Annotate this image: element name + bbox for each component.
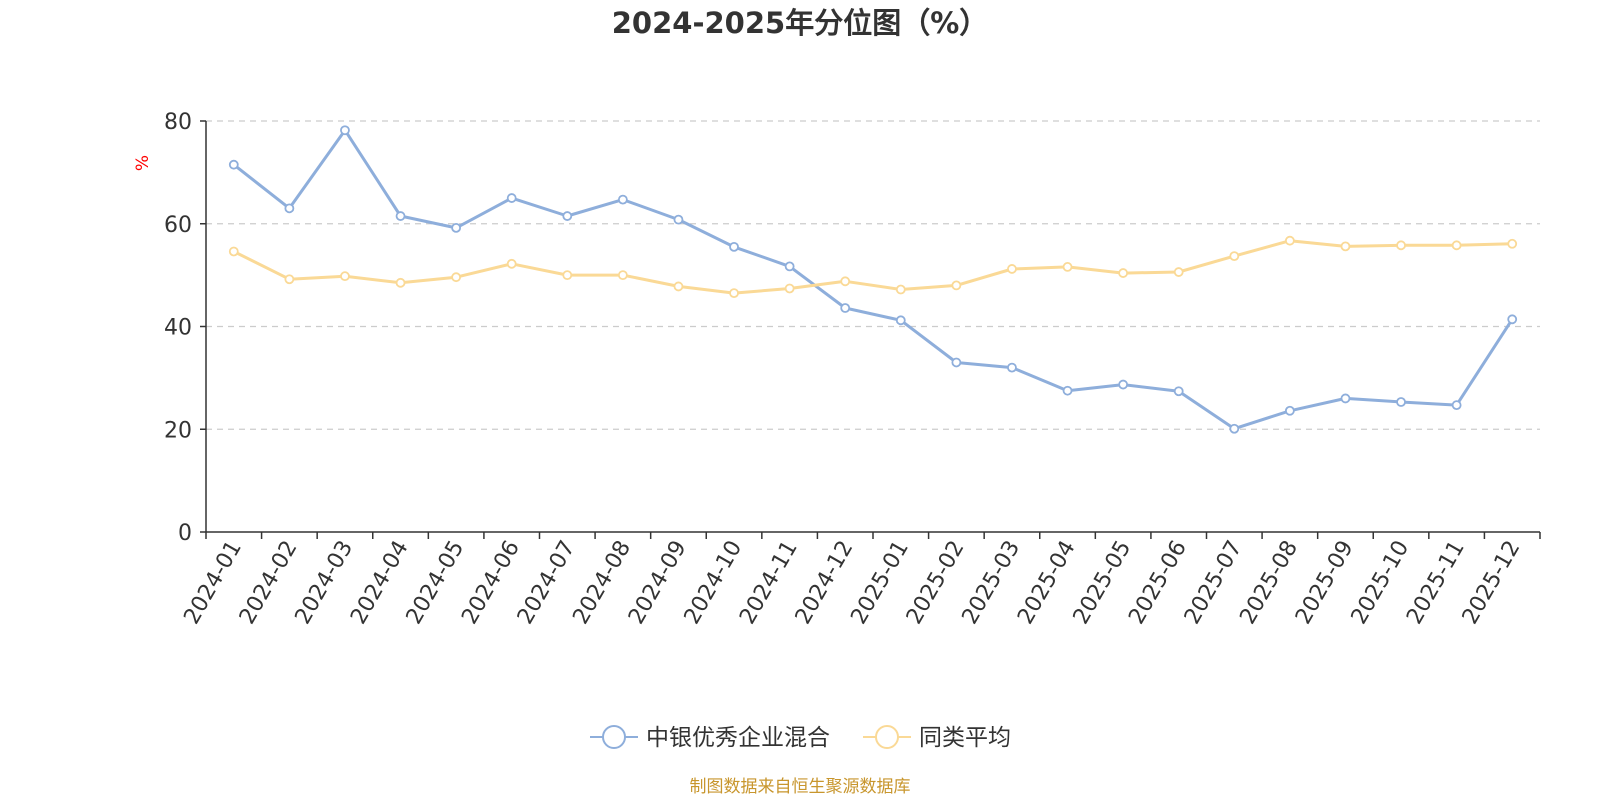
series-2-point bbox=[951, 280, 962, 291]
grid-lines bbox=[206, 120, 1540, 430]
y-tick-label: 80 bbox=[164, 110, 192, 135]
y-tick-labels: 0 20 40 60 80 bbox=[164, 110, 192, 546]
series-2-point bbox=[451, 272, 462, 283]
series-2-point bbox=[395, 277, 406, 288]
series-1-point bbox=[1118, 379, 1129, 390]
y-axis-unit-label: % bbox=[133, 155, 153, 171]
series-1-point bbox=[1173, 386, 1184, 397]
series-2-point bbox=[284, 274, 295, 285]
series-2-point bbox=[1451, 240, 1462, 251]
series-2-point bbox=[617, 270, 628, 281]
series-1-point bbox=[784, 261, 795, 272]
series-lines bbox=[228, 125, 1518, 434]
legend-item-2[interactable]: 同类平均 bbox=[863, 725, 1011, 751]
series-1-point bbox=[340, 125, 350, 136]
legend[interactable]: 中银优秀企业混合 同类平均 bbox=[590, 725, 1011, 751]
y-tick-label: 20 bbox=[164, 418, 192, 443]
legend-item-1[interactable]: 中银优秀企业混合 bbox=[590, 725, 830, 751]
series-1-point bbox=[562, 211, 573, 221]
series-2-point bbox=[1396, 240, 1406, 251]
series-1-point bbox=[673, 214, 684, 225]
source-note: 制图数据来自恒生聚源数据库 bbox=[690, 777, 911, 797]
legend-label: 中银优秀企业混合 bbox=[646, 725, 830, 751]
series-1-point bbox=[1451, 400, 1462, 411]
series-2-point bbox=[840, 276, 851, 287]
series-2-point bbox=[1062, 262, 1073, 272]
series-1-point bbox=[395, 211, 406, 221]
series-1-point bbox=[1396, 397, 1406, 407]
legend-label: 同类平均 bbox=[919, 725, 1011, 751]
series-2-point bbox=[1173, 267, 1184, 277]
series-1-point bbox=[1062, 385, 1073, 396]
series-1-point bbox=[1507, 314, 1518, 325]
x-tick-labels: 2024-012024-022024-032024-042024-052024-… bbox=[179, 537, 1525, 629]
y-tick-label: 60 bbox=[164, 213, 192, 238]
series-1-point bbox=[951, 357, 962, 368]
series-2-point bbox=[506, 258, 517, 269]
series-1-point bbox=[451, 222, 462, 233]
series-1-point bbox=[506, 193, 517, 203]
series-2-point bbox=[1340, 241, 1351, 252]
series-line-2 bbox=[232, 239, 1514, 295]
axes bbox=[200, 120, 1541, 539]
series-1-point bbox=[895, 315, 906, 326]
series-1-point bbox=[1229, 423, 1240, 434]
series-1-point bbox=[284, 203, 295, 214]
series-1-point bbox=[1007, 362, 1017, 373]
y-tick-label: 0 bbox=[178, 521, 192, 546]
series-2-point bbox=[895, 284, 906, 295]
series-1-point bbox=[228, 159, 239, 170]
series-2-point bbox=[1507, 238, 1518, 249]
series-2-point bbox=[1229, 251, 1240, 262]
series-1-point bbox=[729, 241, 739, 252]
legend-marker bbox=[875, 725, 899, 749]
series-2-point bbox=[1118, 268, 1129, 278]
series-2-point bbox=[228, 246, 239, 257]
series-2-point bbox=[340, 271, 350, 282]
series-2-point bbox=[562, 270, 573, 281]
chart-title: 2024-2025年分位图（%） bbox=[612, 6, 989, 40]
series-2-point bbox=[1007, 264, 1017, 274]
legend-marker bbox=[602, 725, 626, 749]
series-2-point bbox=[1284, 235, 1295, 246]
series-2-point bbox=[784, 283, 795, 294]
series-1-point bbox=[1340, 393, 1351, 404]
series-2-point bbox=[729, 288, 739, 299]
series-2-point bbox=[673, 281, 684, 292]
series-1-point bbox=[1284, 405, 1295, 416]
series-1-point bbox=[617, 194, 628, 205]
series-1-point bbox=[840, 303, 851, 313]
series-line-1 bbox=[232, 128, 1514, 431]
y-tick-label: 40 bbox=[164, 316, 192, 341]
